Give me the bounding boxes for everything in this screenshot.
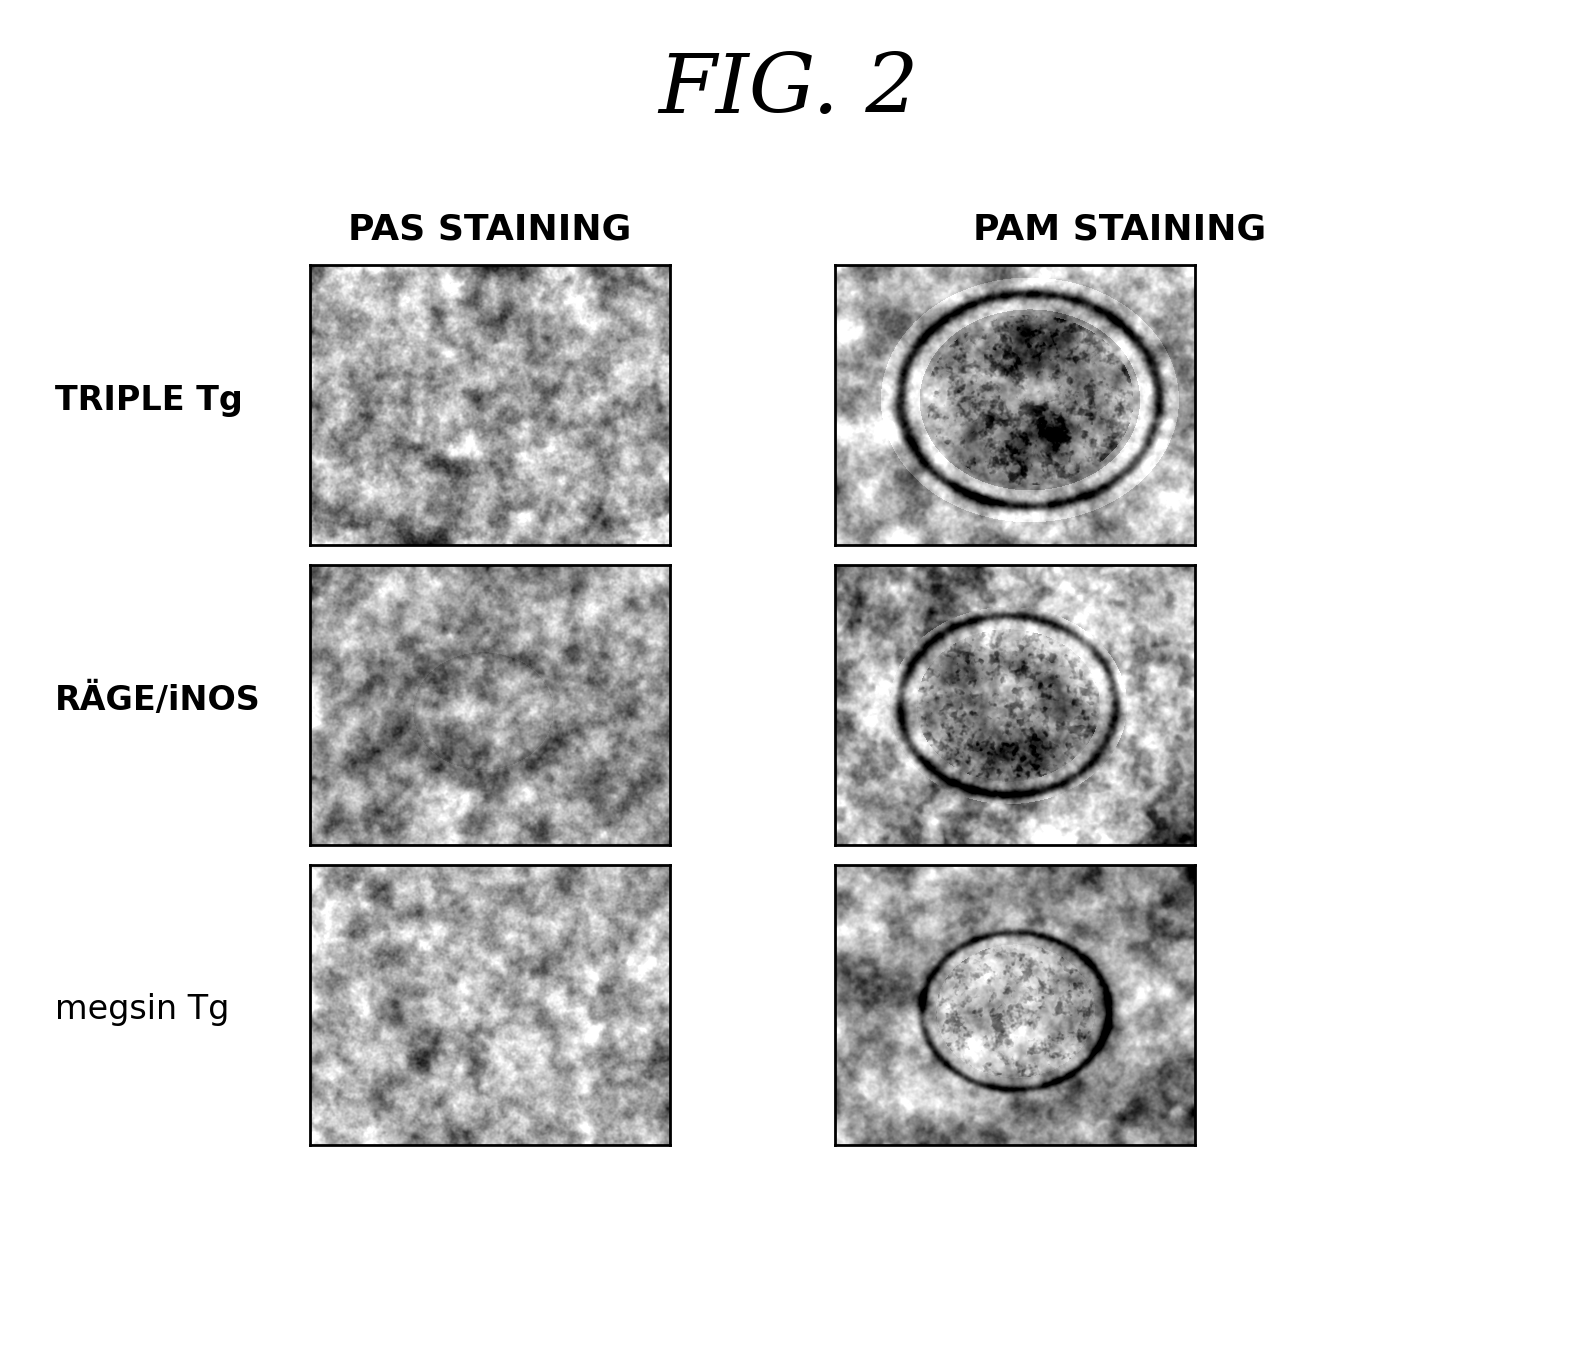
Text: megsin Tg: megsin Tg	[55, 993, 229, 1026]
Text: PAS STAINING: PAS STAINING	[349, 213, 632, 247]
Text: FIG. 2: FIG. 2	[658, 49, 919, 130]
Text: RÄGE/iNOS: RÄGE/iNOS	[55, 683, 260, 718]
Text: PAM STAINING: PAM STAINING	[973, 213, 1266, 247]
Text: TRIPLE Tg: TRIPLE Tg	[55, 384, 243, 417]
